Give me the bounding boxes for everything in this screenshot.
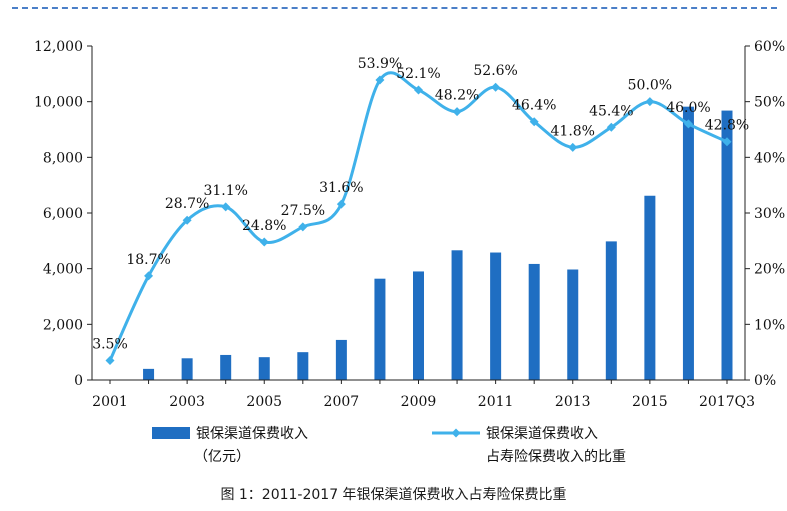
bar-2006 [297,352,309,380]
share-line [108,71,728,362]
line-point-2010 [452,107,462,117]
top-divider [12,7,777,9]
x-tick-label: 2009 [401,394,437,410]
line-point-2001 [105,356,115,366]
bar-2002 [143,368,155,380]
line-data-label: 31.1% [203,183,247,199]
legend-line-label: 银保渠道保费收入 [486,426,598,442]
axes: 0 2,000 4,000 6,000 8,000 10,000 12,000 0% 10% 20… [34,39,785,410]
right-tick-label: 60% [754,39,785,55]
bar-series [143,106,733,380]
legend-bar-label: 银保渠道保费收入 [196,426,308,442]
line-data-label: 28.7% [165,196,209,212]
chart-canvas: 0 2,000 4,000 6,000 8,000 10,000 12,000 0% 10% 20… [34,39,785,465]
legend-bar-swatch [152,427,190,439]
x-tick-label: 2011 [478,394,514,410]
left-tick-label: 4,000 [43,262,83,278]
bar-2007 [335,339,347,380]
bar-2005 [258,357,270,380]
line-data-label: 52.1% [396,66,440,82]
bar-2004 [220,354,232,380]
bar-2008 [374,278,386,380]
line-point-2009 [414,85,423,95]
line-data-label: 24.8% [242,218,286,234]
line-point-2014 [606,122,616,132]
line-point-2007 [336,199,346,209]
line-data-label: 53.9% [358,56,402,72]
line-point-2011 [491,82,501,92]
bar-2003 [181,358,193,380]
line-data-label: 31.6% [319,180,363,196]
x-tick-label: 2017Q3 [699,394,755,410]
legend-line-marker [451,428,461,438]
x-tick-label: 2005 [246,394,282,410]
right-tick-label: 40% [754,150,785,166]
bar-2012 [528,263,540,380]
line-data-label: 52.6% [473,63,517,79]
left-tick-label: 2,000 [43,317,83,333]
line-point-2013 [568,142,578,152]
line-point-2004 [221,202,231,212]
bar-2011 [490,252,502,380]
figure-caption: 图 1：2011-2017 年银保渠道保费收入占寿险保费比重 [220,487,567,503]
x-tick-label: 2007 [324,394,360,410]
bar-2016 [682,106,694,380]
right-tick-label: 0% [754,373,776,389]
x-tick-label: 2003 [169,394,205,410]
line-data-label: 18.7% [126,252,170,268]
bar-2009 [413,271,424,380]
line-data-label: 50.0% [628,78,672,94]
bar-2017Q3 [721,110,733,380]
legend-bar-label-unit: （亿元） [194,449,250,465]
left-tick-label: 10,000 [34,95,83,111]
bar-2010 [451,250,463,380]
line-data-label: 45.4% [589,103,633,119]
line-point-2012 [529,117,539,127]
line-point-2016 [683,119,693,129]
line-data-label: 3.5% [92,337,128,353]
bar-2015 [644,195,656,380]
legend-line-label-2: 占寿险保费收入的比重 [486,448,626,465]
right-tick-label: 20% [754,262,785,278]
line-point-2017Q3 [722,137,732,147]
line-data-label: 42.8% [705,118,749,134]
line-point-2008 [375,75,385,85]
x-tick-label: 2013 [555,394,591,410]
bar-2013 [567,269,579,380]
data-labels: 3.5%18.7%28.7%31.1%24.8%27.5%31.6%53.9%5… [92,56,749,353]
line-point-2006 [298,222,308,232]
right-tick-label: 50% [754,95,785,111]
line-point-2015 [645,97,655,107]
line-series [105,71,732,366]
left-tick-label: 12,000 [34,39,83,55]
line-data-label: 48.2% [435,88,479,104]
x-tick-label: 2015 [632,394,668,410]
line-data-label: 46.4% [512,98,556,114]
left-tick-label: 6,000 [43,206,83,222]
line-data-label: 46.0% [666,100,710,116]
line-point-2002 [144,271,154,281]
line-point-2005 [259,237,269,247]
bar-2014 [605,241,617,380]
line-data-label: 27.5% [281,203,325,219]
line-data-label: 41.8% [551,123,595,139]
right-tick-label: 30% [754,206,785,222]
right-tick-label: 10% [754,317,785,333]
line-point-2003 [182,215,192,225]
left-tick-label: 8,000 [43,150,83,166]
x-tick-label: 2001 [92,394,128,410]
left-tick-label: 0 [74,373,83,389]
